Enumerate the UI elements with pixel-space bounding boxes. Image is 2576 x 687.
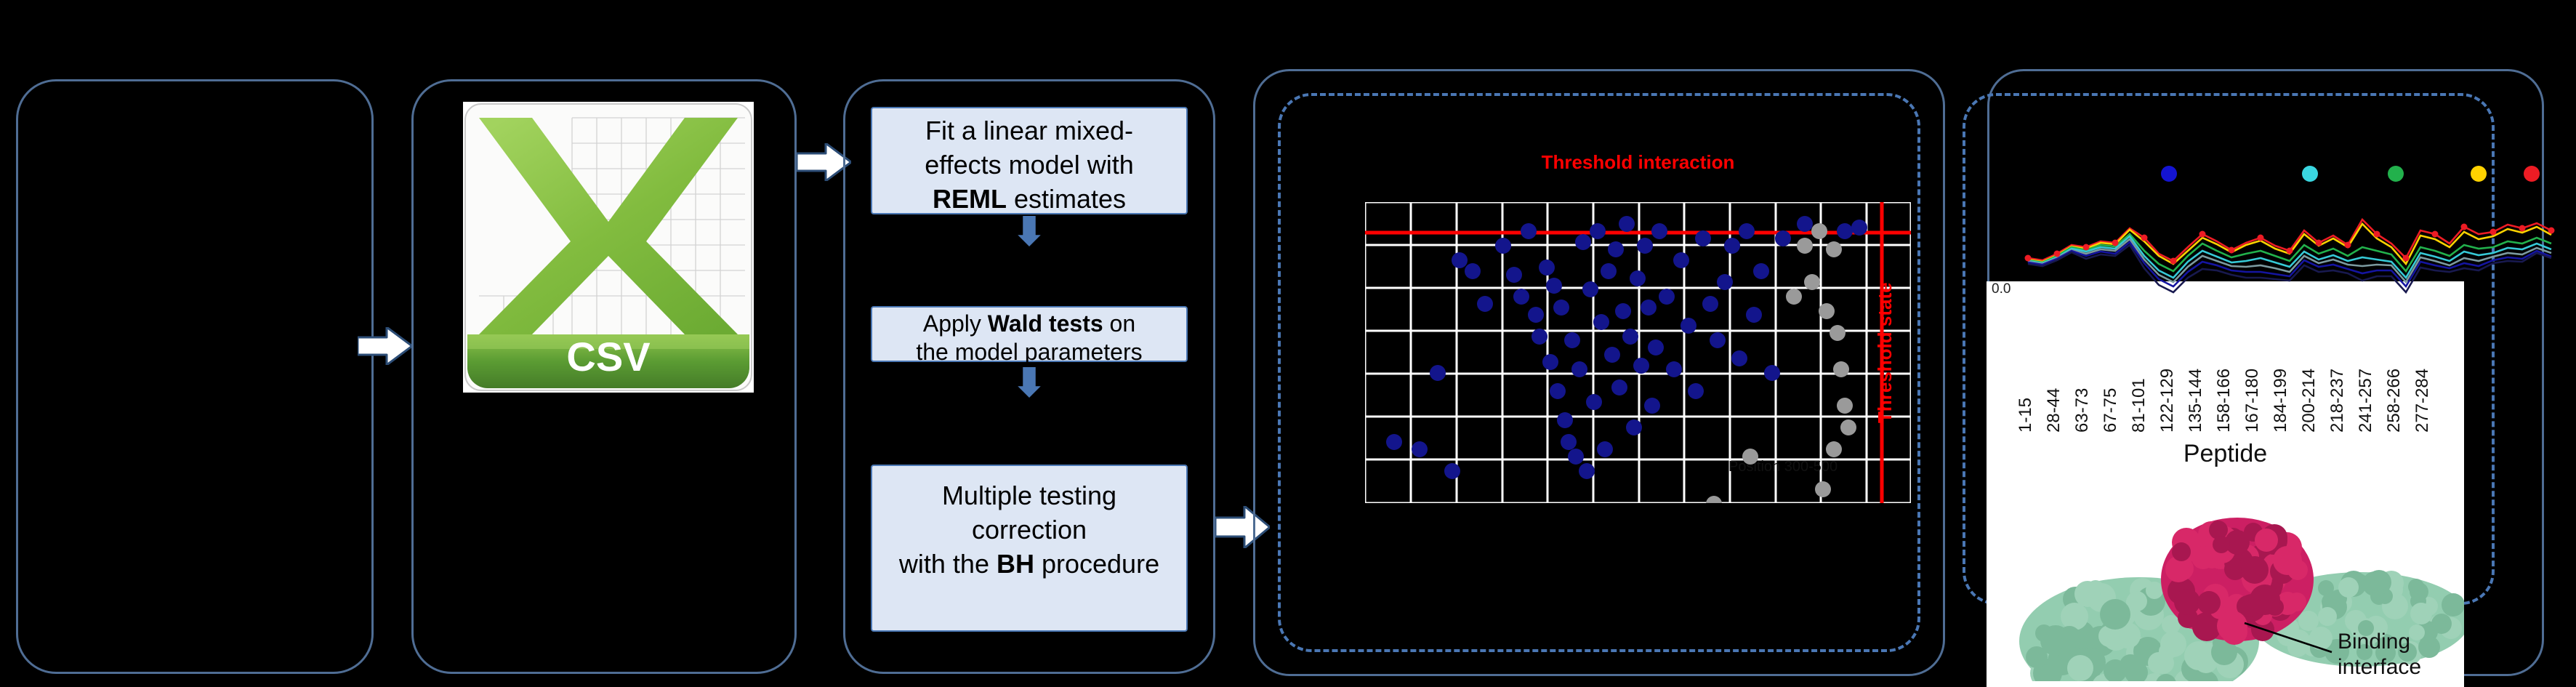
- svg-text:CSV: CSV: [566, 334, 650, 379]
- svg-text:interface: interface: [2338, 655, 2421, 679]
- svg-text:Binding: Binding: [2338, 630, 2410, 654]
